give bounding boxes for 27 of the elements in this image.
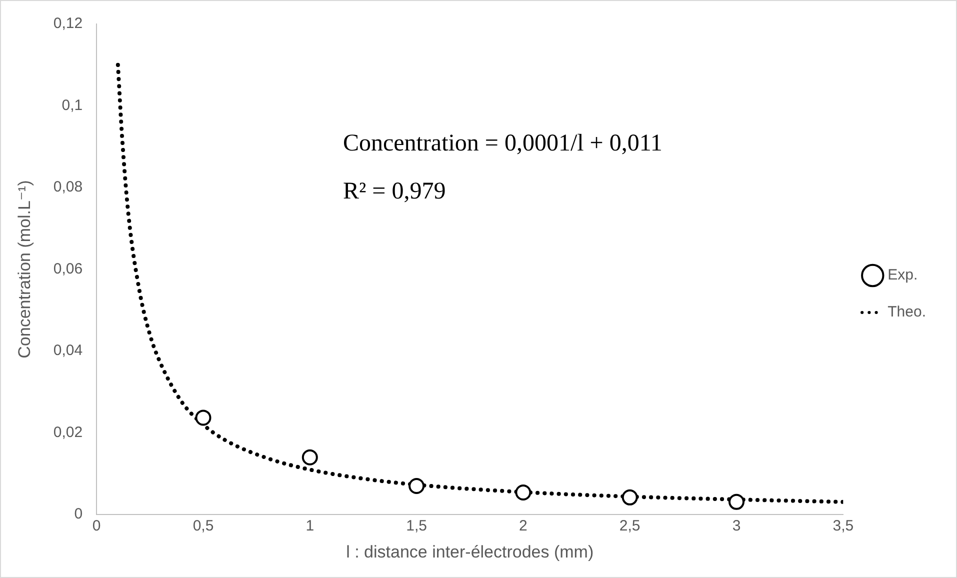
point: [302, 449, 318, 466]
x-tick-label: 2,5: [619, 518, 640, 535]
x-tick-label: 3,5: [832, 518, 854, 535]
point: [728, 494, 744, 510]
y-tick-label: 0,12: [53, 15, 83, 32]
point: [515, 484, 532, 501]
x-tick-label: 0,5: [192, 518, 214, 535]
point: [408, 478, 425, 494]
y-axis-title: Concentration (mol.L⁻¹): [14, 180, 34, 358]
y-tick-label: 0,02: [53, 424, 83, 441]
y-tick-label: 0,06: [53, 260, 83, 278]
y-tick-label: 0,1: [62, 96, 83, 114]
y-tick-label: 0: [74, 506, 83, 523]
x-axis-title: l : distance inter-électrodes (mm): [346, 542, 594, 562]
annotation: Concentration = 0,0001/l + 0,011: [342, 130, 662, 156]
x-tick-label: 2: [519, 518, 528, 535]
legend-label: Exp.: [888, 266, 918, 284]
legend-label: Theo.: [888, 304, 926, 321]
x-tick-label: 3: [732, 518, 741, 535]
point: [622, 489, 638, 506]
x-tick-label: 0: [92, 518, 101, 535]
annotation: R² = 0,979: [342, 178, 446, 204]
point: [195, 410, 212, 426]
y-tick-label: 0,08: [53, 178, 83, 196]
x-tick-label: 1: [306, 518, 314, 535]
y-tick-label: 0,04: [53, 342, 83, 360]
x-tick-label: 1,5: [406, 518, 427, 535]
